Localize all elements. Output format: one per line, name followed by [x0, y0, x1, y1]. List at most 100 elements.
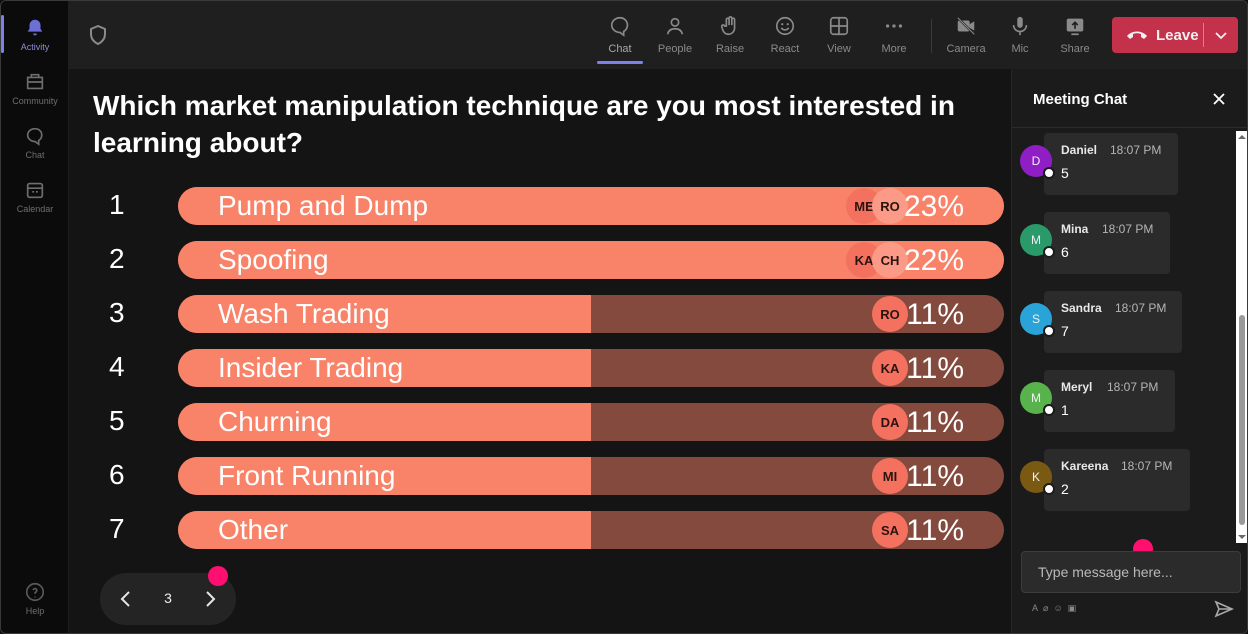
share-label: Share — [1060, 43, 1090, 55]
voter-avatars: DA — [872, 404, 908, 440]
gif-icon[interactable]: ▣ — [1067, 603, 1077, 613]
option-bar-fill — [178, 403, 591, 441]
option-number: 7 — [109, 513, 125, 544]
option-label: Front Running — [218, 460, 396, 491]
close-icon[interactable] — [1211, 91, 1227, 107]
sender-avatar[interactable]: K — [1020, 461, 1052, 493]
sender-name: Kareena — [1061, 459, 1109, 473]
voter-avatar: MI — [872, 458, 908, 494]
camera-off-icon — [956, 16, 976, 36]
view-button[interactable]: View — [814, 9, 864, 61]
scroll-thumb[interactable] — [1239, 315, 1245, 525]
option-percent: 11% — [906, 298, 964, 331]
option-bar[interactable]: Wash Trading RO 11% — [178, 295, 1004, 333]
people-button[interactable]: People — [650, 9, 700, 61]
meeting-toolbar: Chat People Raise React View More Camera — [69, 1, 1247, 69]
view-label: View — [827, 43, 851, 55]
poll-option-row[interactable]: 2 Spoofing KA CH 22% — [93, 241, 1004, 279]
compose-tools: A ⌀ ☺ ▣ — [1032, 603, 1076, 614]
leave-button[interactable]: Leave — [1112, 17, 1238, 53]
message-text: 2 — [1061, 481, 1069, 497]
emoji-icon[interactable]: ☺ — [1053, 603, 1063, 613]
shield-icon[interactable] — [89, 25, 107, 45]
chevron-left-icon[interactable] — [116, 589, 136, 609]
poll-option-row[interactable]: 6 Front Running MI 11% — [93, 457, 1004, 495]
pointer-indicator — [208, 566, 228, 586]
option-percent: 22% — [903, 244, 964, 277]
scroll-up-arrow-icon[interactable] — [1238, 133, 1246, 141]
message-bubble: Mina 18:07 PM 6 — [1044, 212, 1170, 274]
rail-label: Help — [25, 605, 45, 616]
option-number: 5 — [109, 405, 125, 436]
poll-option-row[interactable]: 1 Pump and Dump ME RO 23% — [93, 187, 1004, 225]
rail-item-calendar[interactable]: Calendar — [1, 169, 69, 223]
chat-message[interactable]: Meryl 18:07 PM 1 M — [1020, 370, 1190, 434]
voter-avatars: KA CH — [846, 242, 908, 278]
mic-button[interactable]: Mic — [995, 9, 1045, 61]
chat-scrollbar[interactable] — [1236, 131, 1247, 543]
format-icon[interactable]: A — [1032, 603, 1039, 613]
smiley-icon — [775, 16, 795, 36]
chat-message-input[interactable] — [1021, 551, 1241, 593]
option-bar[interactable]: Churning DA 11% — [178, 403, 1004, 441]
rail-item-activity[interactable]: Activity — [1, 7, 69, 61]
voter-avatar: RO — [872, 188, 908, 224]
option-label: Other — [218, 514, 289, 545]
poll-option-row[interactable]: 3 Wash Trading RO 11% — [93, 295, 1004, 333]
rail-label: Community — [12, 95, 58, 106]
rail-item-help[interactable]: Help — [1, 571, 69, 625]
presence-status-icon — [1043, 167, 1055, 179]
attach-icon[interactable]: ⌀ — [1043, 603, 1049, 613]
share-button[interactable]: Share — [1050, 9, 1100, 61]
option-bar-fill — [178, 295, 591, 333]
voter-avatar: SA — [872, 512, 908, 548]
react-button[interactable]: React — [760, 9, 810, 61]
sender-name: Mina — [1061, 222, 1089, 236]
chat-message[interactable]: Daniel 18:07 PM 5 D — [1020, 133, 1190, 197]
page-number: 3 — [164, 590, 172, 606]
option-bar[interactable]: Front Running MI 11% — [178, 457, 1004, 495]
voter-avatars: KA — [872, 350, 908, 386]
poll-panel: Which market manipulation technique are … — [69, 69, 1011, 633]
chat-message[interactable]: Kareena 18:07 PM 2 K — [1020, 449, 1190, 513]
sender-name: Sandra — [1061, 301, 1102, 315]
option-label: Churning — [218, 406, 332, 437]
share-icon — [1066, 18, 1084, 36]
option-percent: 11% — [906, 460, 964, 493]
message-text: 1 — [1061, 402, 1069, 418]
more-icon — [885, 24, 903, 28]
rail-item-community[interactable]: Community — [1, 61, 69, 115]
option-bar[interactable]: Pump and Dump ME RO 23% — [178, 187, 1004, 225]
camera-button[interactable]: Camera — [941, 9, 991, 61]
chat-divider — [1012, 127, 1247, 128]
chat-button[interactable]: Chat — [595, 9, 645, 64]
option-bar[interactable]: Insider Trading KA 11% — [178, 349, 1004, 387]
scroll-down-arrow-icon[interactable] — [1238, 533, 1246, 541]
chat-label: Chat — [608, 43, 632, 55]
rail-item-chat[interactable]: Chat — [1, 115, 69, 169]
presence-status-icon — [1043, 483, 1055, 495]
poll-option-row[interactable]: 7 Other SA 11% — [93, 511, 1004, 549]
poll-option-row[interactable]: 4 Insider Trading KA 11% — [93, 349, 1004, 387]
poll-option-row[interactable]: 5 Churning DA 11% — [93, 403, 1004, 441]
sender-avatar[interactable]: M — [1020, 224, 1052, 256]
option-label: Spoofing — [218, 244, 329, 275]
chat-message[interactable]: Mina 18:07 PM 6 M — [1020, 212, 1190, 276]
option-bar[interactable]: Other SA 11% — [178, 511, 1004, 549]
chat-message[interactable]: Sandra 18:07 PM 7 S — [1020, 291, 1190, 355]
raise-label: Raise — [715, 43, 745, 55]
message-bubble: Daniel 18:07 PM 5 — [1044, 133, 1178, 195]
send-icon[interactable] — [1214, 599, 1234, 619]
option-percent: 11% — [906, 514, 964, 547]
chevron-down-icon[interactable] — [1214, 28, 1228, 42]
message-timestamp: 18:07 PM — [1110, 143, 1162, 157]
voter-avatars: MI — [872, 458, 908, 494]
raise-hand-button[interactable]: Raise — [705, 9, 755, 61]
hand-icon — [720, 16, 736, 36]
more-button[interactable]: More — [869, 9, 919, 61]
option-bar[interactable]: Spoofing KA CH 22% — [178, 241, 1004, 279]
chevron-right-icon[interactable] — [200, 589, 220, 609]
voter-avatar: KA — [872, 350, 908, 386]
option-percent: 23% — [903, 190, 964, 223]
sender-name: Meryl — [1061, 380, 1093, 394]
